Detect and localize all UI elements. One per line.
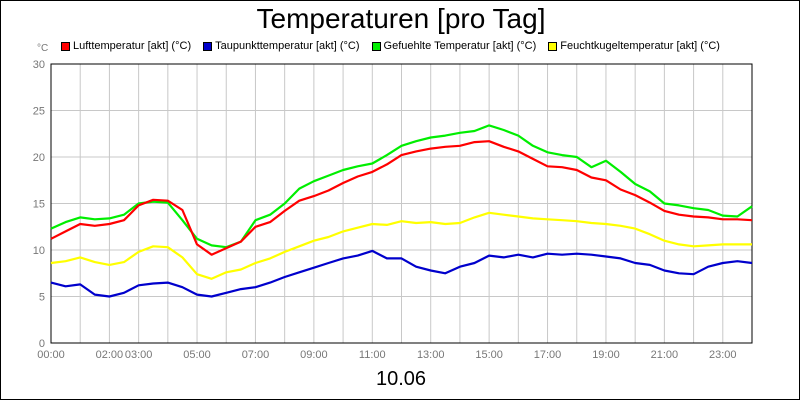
legend-item-feuchtkugeltemperatur: Feuchtkugeltemperatur [akt] (°C) xyxy=(548,40,720,52)
legend-item-lufttemperatur: Lufttemperatur [akt] (°C) xyxy=(61,40,191,52)
y-axis-unit: °C xyxy=(37,43,49,54)
y-tick-label: 25 xyxy=(33,106,45,118)
x-tick-label: 17:00 xyxy=(534,349,562,361)
x-tick-label: 07:00 xyxy=(242,349,270,361)
x-tick-label: 15:00 xyxy=(475,349,503,361)
x-tick-label: 05:00 xyxy=(183,349,211,361)
legend-swatch-gefuehlte-temperatur xyxy=(371,41,381,51)
x-tick-label: 00:00 xyxy=(37,349,65,361)
chart-title: Temperaturen [pro Tag] xyxy=(256,3,546,34)
legend-item-taupunkttemperatur: Taupunkttemperatur [akt] (°C) xyxy=(203,40,360,52)
series-line-2 xyxy=(50,124,753,249)
legend: Lufttemperatur [akt] (°C) Taupunkttemper… xyxy=(61,39,732,53)
legend-swatch-taupunkttemperatur xyxy=(203,41,213,51)
legend-item-gefuehlte-temperatur: Gefuehlte Temperatur [akt] (°C) xyxy=(371,40,537,52)
x-tick-label: 03:00 xyxy=(125,349,153,361)
series-line-0 xyxy=(50,140,753,256)
legend-label-gefuehlte-temperatur: Gefuehlte Temperatur [akt] (°C) xyxy=(383,40,537,52)
legend-swatch-lufttemperatur xyxy=(61,41,70,51)
y-tick-label: 5 xyxy=(39,292,45,304)
series-line-1 xyxy=(50,249,753,298)
legend-label-feuchtkugeltemperatur: Feuchtkugeltemperatur [akt] (°C) xyxy=(560,40,720,52)
x-tick-label: 21:00 xyxy=(651,349,679,361)
legend-label-lufttemperatur: Lufttemperatur [akt] (°C) xyxy=(73,40,192,52)
x-tick-label: 13:00 xyxy=(417,349,445,361)
x-tick-label: 09:00 xyxy=(300,349,328,361)
x-tick-label: 23:00 xyxy=(709,349,737,361)
y-tick-label: 20 xyxy=(33,152,45,164)
plot-area xyxy=(50,63,753,344)
x-tick-label: 19:00 xyxy=(592,349,620,361)
date-label: 10.06 xyxy=(375,368,427,390)
y-tick-label: 0 xyxy=(39,338,45,350)
x-tick-label: 02:00 xyxy=(96,349,124,361)
y-tick-label: 30 xyxy=(33,59,45,71)
y-tick-label: 10 xyxy=(33,245,45,257)
y-tick-label: 15 xyxy=(33,199,45,211)
legend-label-taupunkttemperatur: Taupunkttemperatur [akt] (°C) xyxy=(215,40,360,52)
legend-swatch-feuchtkugeltemperatur xyxy=(548,41,558,51)
x-tick-label: 11:00 xyxy=(359,349,386,361)
series-line-3 xyxy=(50,211,752,280)
